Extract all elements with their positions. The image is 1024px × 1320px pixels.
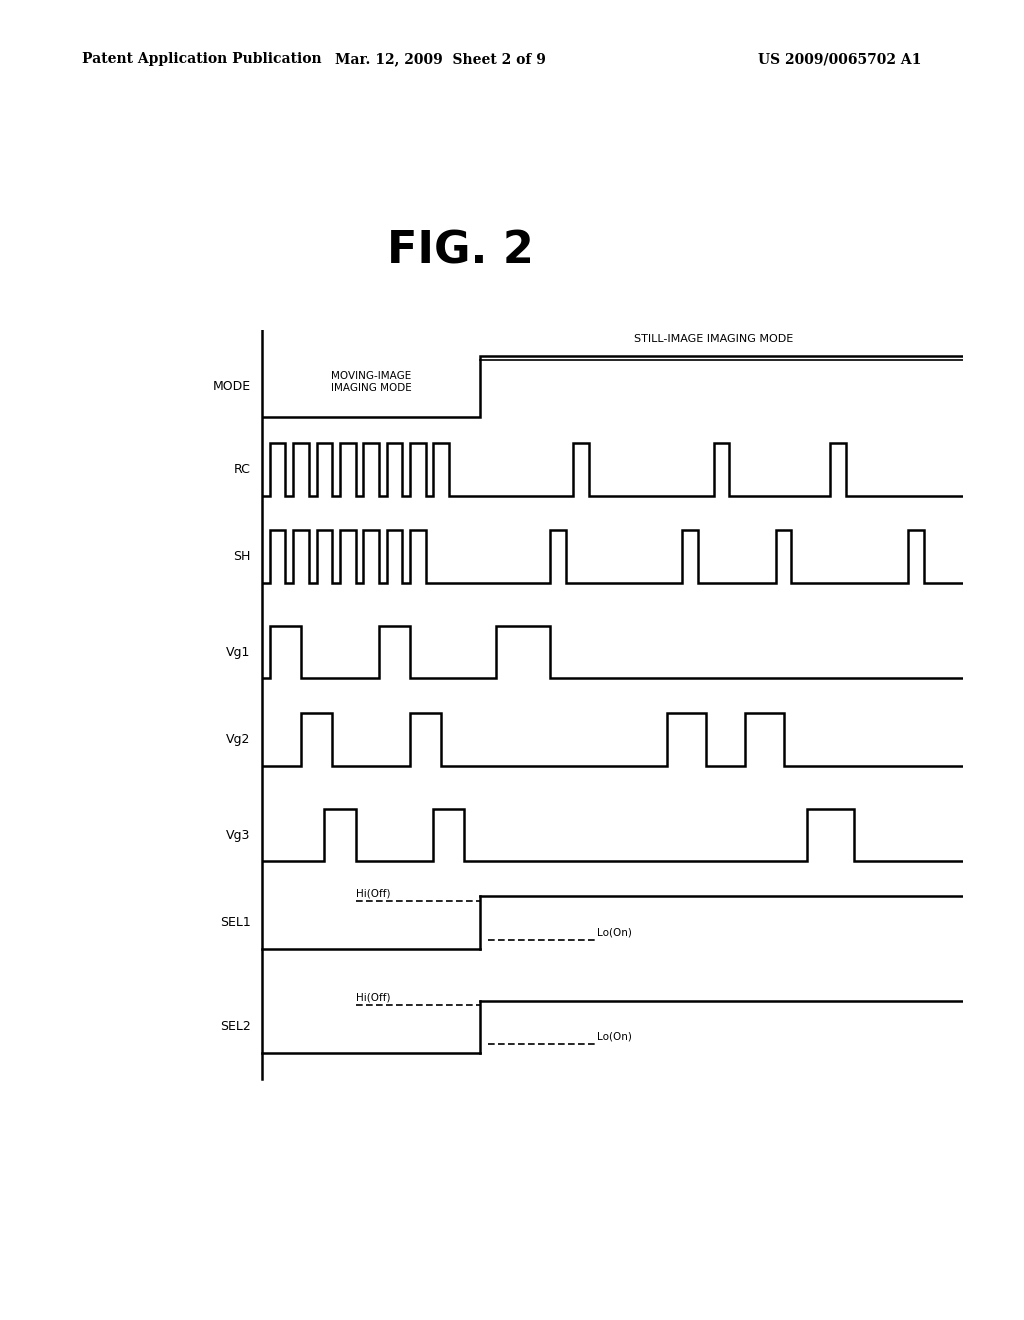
- Text: Lo(On): Lo(On): [597, 1032, 632, 1041]
- Text: MOVING-IMAGE
IMAGING MODE: MOVING-IMAGE IMAGING MODE: [331, 371, 412, 393]
- Text: Mar. 12, 2009  Sheet 2 of 9: Mar. 12, 2009 Sheet 2 of 9: [335, 53, 546, 66]
- Text: Lo(On): Lo(On): [597, 927, 632, 937]
- Text: Hi(Off): Hi(Off): [355, 888, 390, 898]
- Text: Hi(Off): Hi(Off): [355, 993, 390, 1003]
- Text: STILL-IMAGE IMAGING MODE: STILL-IMAGE IMAGING MODE: [634, 334, 794, 345]
- Text: RC: RC: [233, 463, 251, 477]
- Text: FIG. 2: FIG. 2: [387, 230, 535, 272]
- Text: SEL1: SEL1: [220, 916, 251, 929]
- Text: Vg1: Vg1: [226, 645, 251, 659]
- Text: SEL2: SEL2: [220, 1020, 251, 1034]
- Text: SH: SH: [233, 550, 251, 564]
- Text: Patent Application Publication: Patent Application Publication: [82, 53, 322, 66]
- Text: Vg2: Vg2: [226, 733, 251, 746]
- Text: MODE: MODE: [212, 380, 251, 393]
- Text: US 2009/0065702 A1: US 2009/0065702 A1: [758, 53, 922, 66]
- Text: Vg3: Vg3: [226, 829, 251, 842]
